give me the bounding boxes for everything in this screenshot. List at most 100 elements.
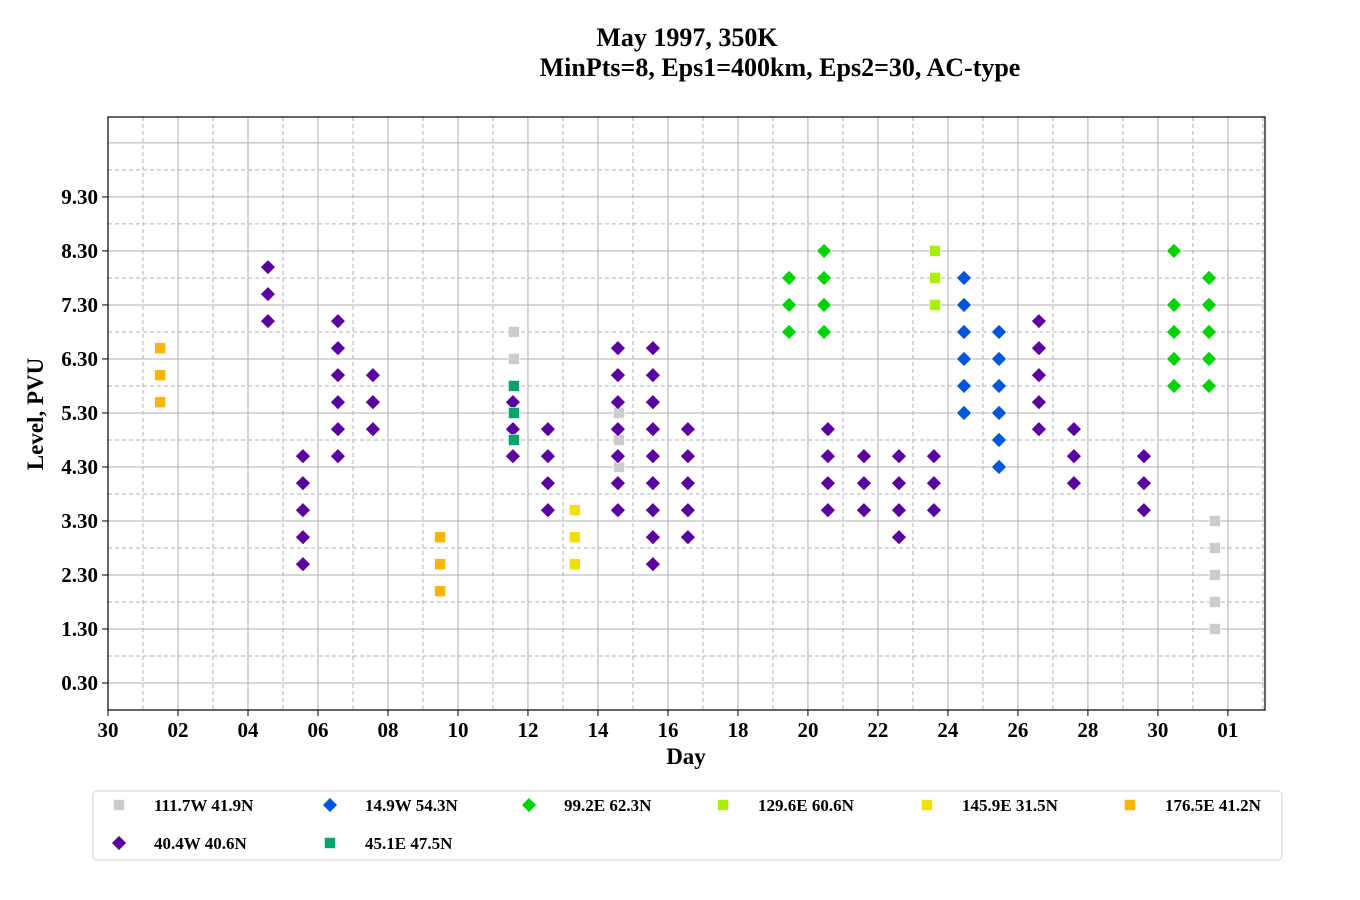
x-tick-label: 22 bbox=[867, 718, 888, 742]
data-point bbox=[644, 367, 661, 384]
diamond-marker-icon bbox=[322, 797, 338, 813]
data-point bbox=[569, 504, 581, 516]
data-point bbox=[991, 351, 1007, 367]
data-point bbox=[991, 324, 1007, 340]
data-point bbox=[365, 367, 381, 384]
data-point bbox=[856, 448, 872, 465]
square-marker-icon bbox=[113, 799, 125, 811]
x-tick-label: 06 bbox=[307, 718, 328, 742]
data-point bbox=[1201, 351, 1217, 367]
x-tick-label: 08 bbox=[377, 718, 398, 742]
data-point bbox=[295, 475, 311, 492]
data-point bbox=[1201, 297, 1217, 313]
series-99-2e-62-3n bbox=[781, 243, 1217, 394]
data-point bbox=[330, 448, 346, 465]
data-point bbox=[260, 313, 276, 330]
data-point bbox=[434, 585, 446, 597]
y-tick-label: 1.30 bbox=[61, 617, 98, 641]
data-point bbox=[856, 502, 872, 519]
data-point bbox=[609, 421, 626, 438]
data-point bbox=[1065, 448, 1082, 465]
x-tick-label: 20 bbox=[797, 718, 818, 742]
legend-label: 145.9E 31.5N bbox=[962, 796, 1059, 815]
y-tick-label: 4.30 bbox=[61, 455, 98, 479]
data-point bbox=[1209, 569, 1221, 581]
data-point bbox=[679, 448, 696, 465]
data-point bbox=[295, 502, 311, 519]
data-point bbox=[1030, 421, 1047, 438]
data-point bbox=[330, 421, 346, 438]
data-point bbox=[613, 407, 625, 419]
data-point bbox=[609, 367, 626, 384]
y-tick-label: 0.30 bbox=[61, 671, 98, 695]
data-point bbox=[644, 529, 661, 546]
series-45-1e-47-5n bbox=[508, 380, 520, 446]
data-point bbox=[644, 394, 661, 411]
data-point bbox=[956, 270, 972, 286]
data-point bbox=[926, 502, 942, 519]
data-point bbox=[891, 529, 907, 546]
data-point bbox=[679, 529, 696, 546]
legend-box bbox=[92, 790, 1283, 861]
data-point bbox=[154, 369, 166, 381]
chart-subtitle: MinPts=8, Eps1=400km, Eps2=30, AC-type bbox=[540, 53, 1021, 82]
x-axis: 30 02 04 06 08 10 12 14 16 18 20 22 24 26 28 30 01 bbox=[98, 710, 1238, 742]
data-point bbox=[539, 475, 556, 492]
data-point bbox=[929, 245, 941, 257]
data-point bbox=[644, 340, 661, 357]
x-tick-label: 04 bbox=[237, 718, 259, 742]
data-point bbox=[260, 259, 276, 276]
data-point bbox=[956, 324, 972, 340]
data-point bbox=[929, 299, 941, 311]
x-tick-label: 18 bbox=[727, 718, 748, 742]
data-point bbox=[330, 313, 346, 330]
data-point bbox=[1135, 502, 1152, 519]
data-point bbox=[1065, 421, 1082, 438]
data-point bbox=[816, 297, 832, 313]
data-point bbox=[1030, 394, 1047, 411]
data-point bbox=[991, 432, 1007, 448]
data-point bbox=[956, 297, 972, 313]
data-point bbox=[1209, 596, 1221, 608]
series-14-9w-54-3n bbox=[956, 270, 1007, 475]
data-point bbox=[679, 421, 696, 438]
data-point bbox=[929, 272, 941, 284]
data-point bbox=[819, 475, 836, 492]
data-point bbox=[1209, 623, 1221, 635]
data-point bbox=[1030, 313, 1047, 330]
data-point bbox=[609, 394, 626, 411]
data-point bbox=[1065, 475, 1082, 492]
data-point bbox=[1135, 448, 1152, 465]
x-tick-label: 10 bbox=[447, 718, 468, 742]
y-tick-label: 6.30 bbox=[61, 347, 98, 371]
data-points bbox=[154, 243, 1221, 635]
data-point bbox=[508, 353, 520, 365]
data-point bbox=[508, 380, 520, 392]
square-marker-icon bbox=[921, 799, 933, 811]
data-point bbox=[613, 461, 625, 473]
legend-item: 14.9W 54.3N bbox=[322, 796, 458, 815]
data-point bbox=[365, 394, 381, 411]
data-point bbox=[781, 270, 797, 286]
data-point bbox=[956, 351, 972, 367]
data-point bbox=[609, 475, 626, 492]
data-point bbox=[819, 421, 836, 438]
legend-item: 111.7W 41.9N bbox=[113, 796, 254, 815]
data-point bbox=[679, 502, 696, 519]
data-point bbox=[1135, 475, 1152, 492]
data-point bbox=[295, 529, 311, 546]
data-point bbox=[644, 448, 661, 465]
series-145-9e-31-5n bbox=[569, 504, 581, 570]
legend-label: 176.5E 41.2N bbox=[1165, 796, 1262, 815]
y-axis: 0.30 1.30 2.30 3.30 4.30 5.30 6.30 7.30 8.30 9.30 bbox=[61, 185, 108, 695]
data-point bbox=[539, 448, 556, 465]
x-tick-label: 30 bbox=[1147, 718, 1168, 742]
series-176-5e-41-2n bbox=[154, 342, 446, 597]
y-axis-label: Level, PVU bbox=[23, 357, 48, 470]
data-point bbox=[1030, 340, 1047, 357]
data-point bbox=[154, 342, 166, 354]
y-tick-label: 7.30 bbox=[61, 293, 98, 317]
data-point bbox=[816, 270, 832, 286]
y-tick-label: 5.30 bbox=[61, 401, 98, 425]
y-tick-label: 3.30 bbox=[61, 509, 98, 533]
